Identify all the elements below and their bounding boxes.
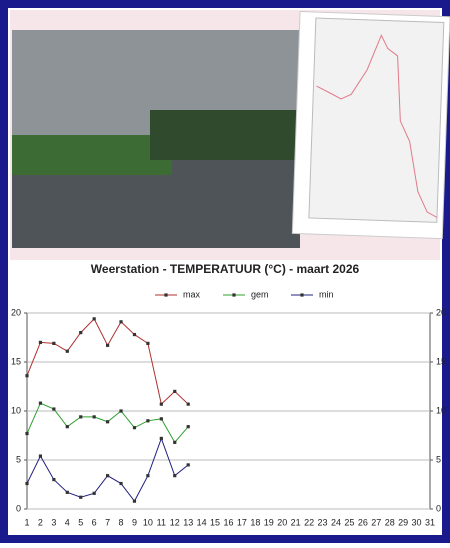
x-tick-label: 24: [331, 517, 341, 527]
photo: [12, 30, 300, 248]
mini-chart-plot: [308, 17, 445, 223]
point: [159, 417, 163, 421]
y-tick-label: 20: [11, 307, 21, 317]
y-tick-label: 5: [16, 454, 21, 464]
point: [52, 478, 56, 482]
point: [25, 374, 29, 378]
x-tick-label: 26: [358, 517, 368, 527]
point: [119, 409, 123, 413]
point: [119, 320, 123, 324]
photo-grass: [12, 135, 172, 175]
point: [173, 474, 177, 478]
point: [119, 481, 123, 486]
point: [159, 436, 163, 441]
mini-chart-line: [316, 34, 438, 218]
legend-marker: [164, 293, 168, 297]
point: [38, 454, 43, 458]
point: [65, 349, 69, 353]
x-tick-label: 25: [344, 517, 354, 527]
x-tick-label: 20: [277, 517, 287, 527]
point: [52, 407, 56, 411]
mini-chart: [291, 10, 450, 240]
x-tick-label: 18: [250, 517, 260, 527]
point: [79, 331, 83, 335]
point: [65, 490, 69, 494]
point: [106, 474, 110, 478]
point: [106, 420, 110, 424]
point: [186, 402, 190, 406]
point: [173, 389, 177, 393]
x-tick-label: 4: [65, 517, 70, 527]
point: [186, 463, 190, 467]
point: [38, 401, 43, 405]
point: [25, 481, 29, 486]
point: [132, 426, 137, 430]
x-tick-label: 13: [183, 517, 193, 527]
legend-marker: [232, 293, 236, 297]
x-tick-label: 17: [237, 517, 247, 527]
point: [92, 317, 96, 321]
legend-label: gem: [251, 289, 269, 299]
x-tick-label: 7: [105, 517, 110, 527]
y2-tick-label: 20: [436, 307, 446, 317]
point: [132, 499, 137, 503]
chart-title: Weerstation - TEMPERATUUR (°C) - maart 2…: [91, 262, 360, 276]
x-tick-label: 5: [78, 517, 83, 527]
point: [146, 341, 150, 345]
y2-tick-label: 0: [436, 503, 441, 513]
point: [79, 415, 83, 419]
x-tick-label: 12: [170, 517, 180, 527]
x-tick-label: 14: [197, 517, 207, 527]
y2-tick-label: 15: [436, 356, 446, 366]
point: [106, 343, 110, 347]
x-tick-label: 31: [425, 517, 435, 527]
x-tick-label: 9: [132, 517, 137, 527]
point: [159, 402, 163, 406]
point: [52, 341, 56, 345]
x-tick-label: 1: [24, 517, 29, 527]
y2-tick-label: 10: [436, 405, 446, 415]
y-tick-label: 0: [16, 503, 21, 513]
x-tick-label: 21: [291, 517, 301, 527]
legend-label: min: [319, 289, 334, 299]
x-tick-label: 28: [385, 517, 395, 527]
x-tick-label: 29: [398, 517, 408, 527]
x-tick-label: 10: [143, 517, 153, 527]
x-tick-label: 2: [38, 517, 43, 527]
x-tick-label: 3: [51, 517, 56, 527]
point: [79, 495, 83, 499]
x-tick-label: 6: [92, 517, 97, 527]
x-tick-label: 27: [371, 517, 381, 527]
point: [146, 419, 150, 423]
x-tick-label: 11: [157, 517, 166, 527]
x-tick-label: 16: [223, 517, 233, 527]
y-tick-label: 15: [11, 356, 21, 366]
legend-marker: [300, 293, 304, 297]
point: [173, 440, 177, 444]
x-tick-label: 30: [412, 517, 422, 527]
photo-hedge: [150, 110, 300, 160]
y-tick-label: 10: [11, 405, 21, 415]
x-tick-label: 19: [264, 517, 274, 527]
legend-label: max: [183, 289, 201, 299]
x-tick-label: 8: [119, 517, 124, 527]
point: [146, 474, 150, 478]
point: [186, 425, 190, 429]
x-tick-label: 15: [210, 517, 220, 527]
x-tick-label: 22: [304, 517, 314, 527]
point: [92, 491, 96, 495]
point: [132, 332, 137, 337]
point: [38, 340, 43, 344]
y2-tick-label: 5: [436, 454, 441, 464]
point: [25, 431, 29, 436]
x-tick-label: 23: [318, 517, 328, 527]
point: [65, 425, 69, 429]
point: [92, 415, 96, 419]
